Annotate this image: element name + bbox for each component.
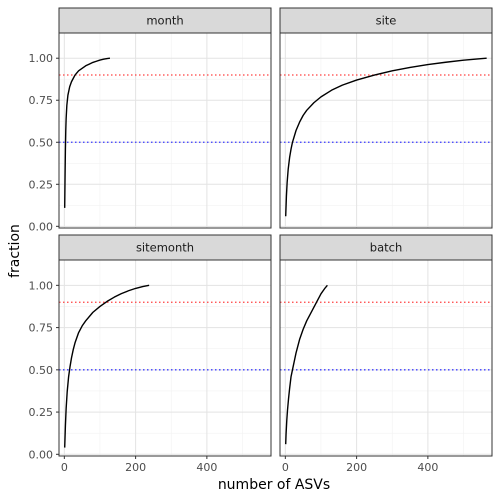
facet-label-month: month bbox=[146, 14, 183, 28]
x-tick-label: 400 bbox=[417, 461, 438, 474]
y-tick-label: 0.50 bbox=[29, 364, 54, 377]
plot-area bbox=[280, 260, 492, 456]
facet-strip bbox=[58, 7, 272, 34]
x-tick-label: 400 bbox=[196, 461, 217, 474]
x-axis-title: number of ASVs bbox=[218, 477, 330, 493]
series-line-month bbox=[64, 57, 111, 208]
series-line-site bbox=[285, 57, 487, 217]
y-tick-label: 1.00 bbox=[29, 279, 54, 292]
y-tick-label: 1.00 bbox=[29, 52, 54, 65]
panel-month: month 0.00 0.25 0.50 0.75 1.00 bbox=[29, 7, 272, 233]
panel-site: site bbox=[279, 7, 493, 229]
y-tick-label: 0.75 bbox=[29, 322, 54, 335]
panel-sitemonth: sitemonth 0.00 0.25 0.50 0.75 1.00 0 200 400 bbox=[29, 234, 272, 474]
y-tick-label: 0.25 bbox=[29, 406, 54, 419]
x-tick-label: 200 bbox=[346, 461, 367, 474]
facet-label-batch: batch bbox=[370, 241, 402, 255]
x-tick-label: 0 bbox=[282, 461, 289, 474]
y-tick-label: 0.25 bbox=[29, 178, 54, 191]
y-tick-label: 0.00 bbox=[29, 448, 54, 461]
series-line-batch bbox=[285, 284, 328, 445]
panel-batch: batch 0 200 400 bbox=[279, 234, 493, 474]
panels: month 0.00 0.25 0.50 0.75 1.00 site sitemonth 0.… bbox=[29, 7, 493, 474]
y-tick-label: 0.75 bbox=[29, 94, 54, 107]
y-tick-label: 0.50 bbox=[29, 136, 54, 149]
facet-strip bbox=[279, 7, 493, 34]
plot-area bbox=[59, 33, 271, 228]
plot-area bbox=[59, 260, 271, 456]
plot-area bbox=[280, 33, 492, 228]
y-axis-title: fraction bbox=[7, 224, 23, 278]
facet-strip bbox=[279, 234, 493, 261]
facet-label-site: site bbox=[376, 14, 397, 28]
facet-strip bbox=[58, 234, 272, 261]
x-tick-label: 0 bbox=[61, 461, 68, 474]
y-tick-label: 0.00 bbox=[29, 220, 54, 233]
facet-label-sitemonth: sitemonth bbox=[136, 241, 194, 255]
x-tick-label: 200 bbox=[125, 461, 146, 474]
series-line-sitemonth bbox=[64, 284, 150, 448]
